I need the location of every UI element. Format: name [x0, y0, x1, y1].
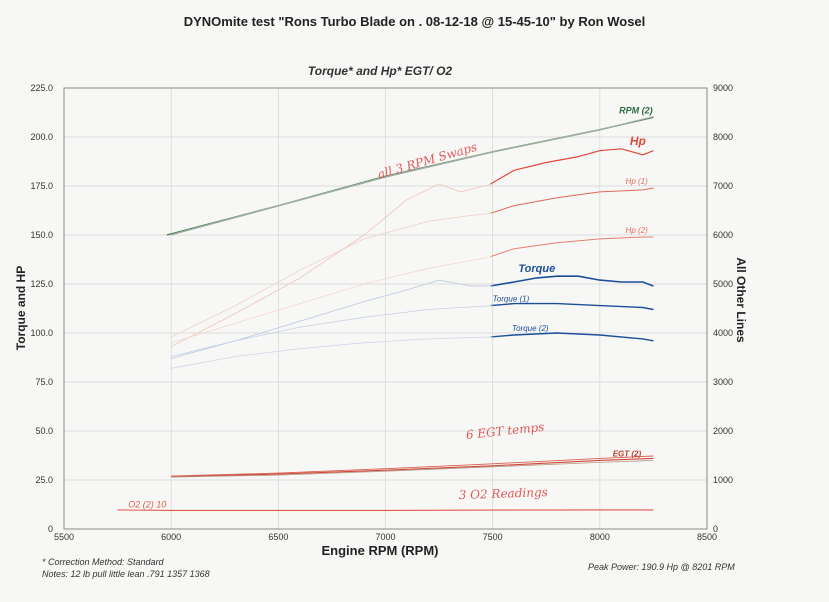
series-label: Hp	[630, 134, 646, 148]
x-tick-label: 8000	[590, 532, 610, 542]
y-tick-label-right: 4000	[713, 328, 733, 338]
y-tick-label-right: 9000	[713, 83, 733, 93]
series-line-hp-1	[490, 187, 654, 214]
series-label: Torque	[518, 263, 555, 275]
series-line-rpm-2	[171, 115, 654, 235]
x-tick-label: 5500	[54, 532, 74, 542]
series-line-trace-11	[171, 256, 493, 344]
y-tick-label-left: 0	[48, 524, 53, 534]
series-line-trace-14	[171, 336, 493, 369]
series-line-hp	[490, 148, 654, 185]
series-line-rpm-1	[171, 116, 654, 236]
y-tick-label-right: 7000	[713, 181, 733, 191]
x-tick-label: 6500	[268, 532, 288, 542]
test-notes: Notes: 12 lb pull little lean .791 1357 …	[42, 569, 210, 579]
series-line-egt-1	[171, 457, 654, 478]
series-line-trace-12	[171, 279, 493, 359]
y-tick-label-left: 200.0	[30, 132, 53, 142]
y-tick-label-left: 125.0	[30, 279, 53, 289]
series-line-trace-9	[171, 183, 493, 348]
axis-ticks: 5500 6000 6500 7000 7500 8000 8500025.050.075.…	[30, 83, 733, 542]
series-line-torque-1	[490, 302, 654, 311]
y-tick-label-left: 50.0	[35, 426, 53, 436]
x-tick-label: 8500	[697, 532, 717, 542]
handwritten-note: all 3 RPM Swaps	[376, 140, 479, 182]
series-labels: Hp Hp (1) Hp (2) Torque Torque (1) Torque (2)…	[128, 105, 652, 509]
y-tick-label-right: 3000	[713, 377, 733, 387]
series-line-trace-10	[171, 213, 493, 338]
series-line-hp-2	[490, 236, 654, 258]
y-tick-label-left: 25.0	[35, 475, 53, 485]
handwritten-annotations: all 3 RPM Swaps 6 EGT temps 3 O2 Readings	[376, 140, 548, 502]
series-line-rpm	[166, 116, 654, 236]
peak-power-note: Peak Power: 190.9 Hp @ 8201 RPM	[588, 562, 735, 572]
chart-title: Torque* and Hp* EGT/ O2	[307, 64, 453, 78]
series-line-torque	[490, 275, 654, 287]
plot-frame	[63, 87, 708, 530]
y-tick-label-right: 2000	[713, 426, 733, 436]
series-line-o2	[117, 509, 654, 511]
y-tick-label-left: 100.0	[30, 328, 53, 338]
y-tick-label-left: 225.0	[30, 83, 53, 93]
series-label: RPM (2)	[619, 105, 653, 115]
series-lines	[117, 115, 654, 511]
series-label: Hp (1)	[626, 177, 649, 186]
y-tick-label-left: 150.0	[30, 230, 53, 240]
handwritten-note: 6 EGT temps	[465, 420, 545, 442]
y-tick-label-right: 0	[713, 524, 718, 534]
x-tick-label: 6000	[161, 532, 181, 542]
series-line-egt-2	[171, 455, 654, 477]
grid-lines	[63, 87, 708, 530]
y-tick-label-left: 175.0	[30, 181, 53, 191]
series-label: EGT (2)	[613, 449, 642, 458]
x-tick-label: 7500	[483, 532, 503, 542]
y-tick-label-right: 6000	[713, 230, 733, 240]
x-axis-label: Engine RPM (RPM)	[321, 543, 439, 558]
series-label: Torque (2)	[512, 324, 549, 333]
document-title: DYNOmite test "Rons Turbo Blade on . 08-…	[183, 14, 646, 29]
x-tick-label: 7000	[375, 532, 395, 542]
series-label: O2 (2) 10	[128, 499, 166, 509]
series-line-torque-2	[490, 332, 654, 342]
handwritten-note: 3 O2 Readings	[458, 485, 548, 502]
y-tick-label-right: 5000	[713, 279, 733, 289]
series-line-egt-3	[171, 460, 654, 478]
series-label: Hp (2)	[626, 226, 649, 235]
y-tick-label-left: 75.0	[35, 377, 53, 387]
y-tick-label-right: 8000	[713, 132, 733, 142]
y-tick-label-right: 1000	[713, 475, 733, 485]
correction-method-note: * Correction Method: Standard	[42, 557, 164, 567]
series-label: Torque (1)	[493, 295, 530, 304]
series-line-trace-13	[171, 305, 493, 357]
